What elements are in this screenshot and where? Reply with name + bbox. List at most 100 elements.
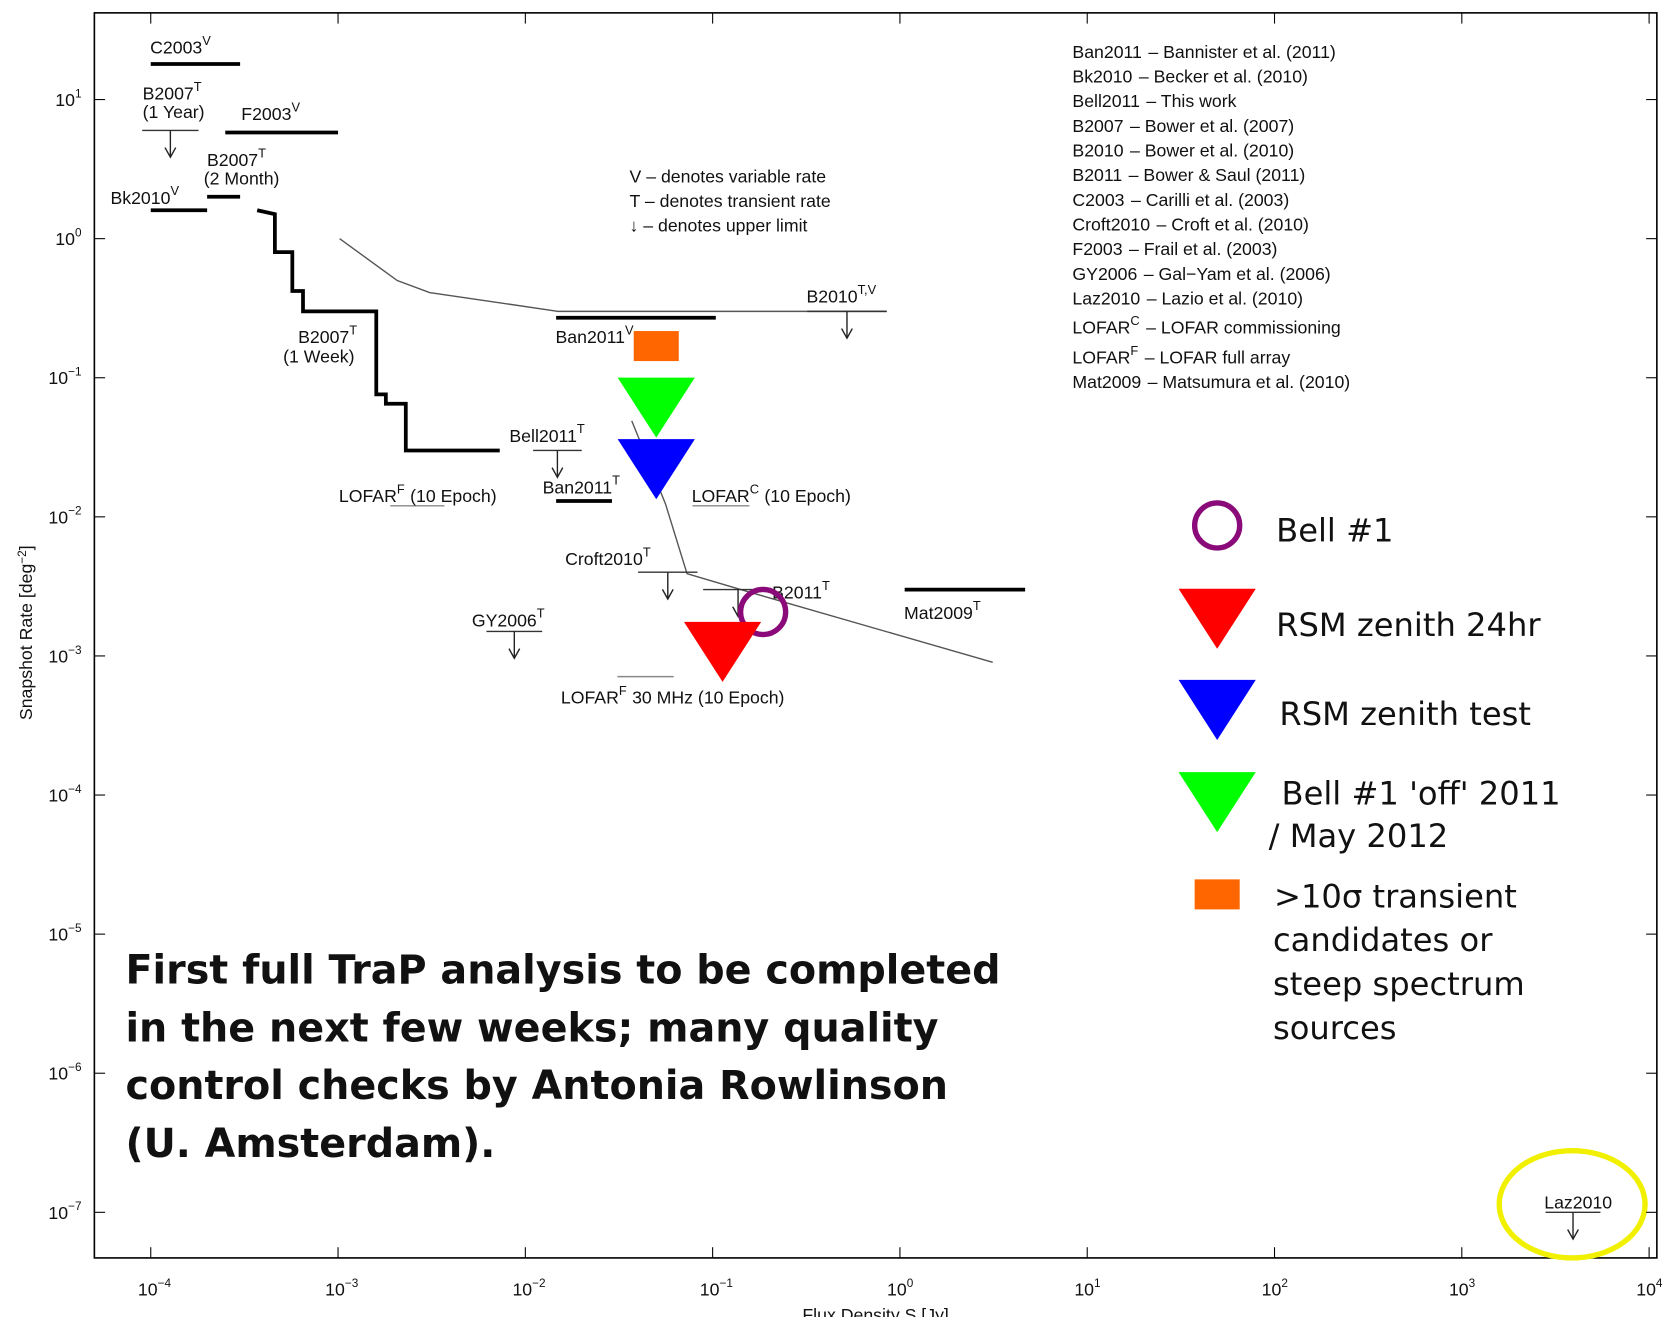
legend-label: >10σ transient <box>1274 877 1517 915</box>
annotation-label: Bell2011T <box>509 421 585 446</box>
y-tick-label: 101 <box>55 87 81 110</box>
label-text: B2007 <box>207 150 258 170</box>
key-abbr: B2010 <box>1072 141 1123 161</box>
key-abbr: Bell2011 <box>1072 91 1140 111</box>
key-entry: LOFARF – LOFAR full array <box>1072 343 1290 368</box>
annotation-text: in the next few weeks; many quality <box>125 1005 938 1051</box>
key-entry: B2007 – Bower et al. (2007) <box>1072 116 1294 136</box>
annotation-label: LOFARF 30 MHz (10 Epoch) <box>561 683 785 708</box>
y-tick-label: 10−2 <box>48 505 81 528</box>
tick-exp: −1 <box>719 1277 732 1290</box>
tick-base: 10 <box>48 1064 68 1084</box>
label-line2: (2 Month) <box>204 168 280 188</box>
key-sup: C <box>1130 313 1139 328</box>
x-tick-label: 101 <box>1074 1277 1100 1300</box>
legend-label: Bell #1 <box>1276 512 1393 550</box>
arrow-head <box>1567 1229 1579 1241</box>
annotation-label: B2010T,V <box>806 282 876 307</box>
arrow-head <box>551 467 564 479</box>
tick-base: 10 <box>48 925 68 945</box>
arrow-head <box>661 589 674 601</box>
key-entry: F2003 – Frail et al. (2003) <box>1072 239 1277 259</box>
annotation-label: Ban2011V <box>556 323 635 348</box>
note: T – denotes transient rate <box>629 191 830 211</box>
tick-base: 10 <box>55 90 75 110</box>
key-text: – Bower et al. (2010) <box>1130 141 1294 161</box>
tick-exp: −7 <box>68 1200 81 1213</box>
key-entry: GY2006 – Gal−Yam et al. (2006) <box>1072 264 1330 284</box>
legend-label: / May 2012 <box>1269 817 1449 855</box>
label-text: Bk2010 <box>110 188 170 208</box>
y-axis-label: Snapshot Rate [deg−2] <box>16 545 36 720</box>
annotation-label: LOFARC (10 Epoch) <box>692 481 851 506</box>
label-text: B2007 <box>143 84 194 104</box>
key-text: – This work <box>1146 91 1236 111</box>
key-abbr: C2003 <box>1072 190 1124 210</box>
key-entry: Ban2011 – Bannister et al. (2011) <box>1072 42 1335 62</box>
marker <box>737 586 789 638</box>
label-text: LOFAR <box>692 486 750 506</box>
annotation-label: C2003V <box>150 33 211 58</box>
label-sup: T <box>822 578 830 593</box>
key-entry: B2010 – Bower et al. (2010) <box>1072 141 1294 161</box>
legend-marker <box>1191 500 1243 551</box>
tick-base: 10 <box>138 1279 158 1299</box>
legend-marker <box>1178 679 1256 740</box>
label-text: Ban2011 <box>556 327 626 347</box>
key-abbr: Bk2010 <box>1072 67 1132 87</box>
key-entry: Laz2010 – Lazio et al. (2010) <box>1072 289 1303 309</box>
key-entry: LOFARC – LOFAR commissioning <box>1072 313 1340 338</box>
label-sup: F <box>619 683 627 698</box>
key-text: – Bannister et al. (2011) <box>1148 42 1335 62</box>
tick-base: 10 <box>48 1203 68 1223</box>
key-text: – Bower et al. (2007) <box>1130 116 1294 136</box>
label-sup: T <box>194 79 202 94</box>
marker <box>633 331 679 362</box>
annotation-label: B2007T <box>207 146 266 171</box>
label-line2: (1 Week) <box>283 346 354 366</box>
tick-exp: −2 <box>68 505 81 518</box>
model-curve <box>631 420 993 663</box>
annotation-label: B2007T <box>298 323 357 348</box>
label-sup: T,V <box>858 282 877 297</box>
y-tick-label: 100 <box>55 227 82 250</box>
label-text: GY2006 <box>472 610 537 630</box>
tick-exp: 3 <box>1469 1277 1476 1290</box>
key-entry: Bell2011 – This work <box>1072 91 1236 111</box>
y-label-text: Snapshot Rate [deg <box>16 564 36 720</box>
key-text: – Croft et al. (2010) <box>1157 215 1309 235</box>
key-entry: Bk2010 – Becker et al. (2010) <box>1072 67 1308 87</box>
tick-exp: 0 <box>75 227 82 240</box>
key-text: – Carilli et al. (2003) <box>1131 190 1289 210</box>
label-rest: (10 Epoch) <box>410 486 497 506</box>
tick-base: 10 <box>48 646 68 666</box>
tick-exp: −6 <box>68 1061 82 1074</box>
tick-exp: 1 <box>75 87 82 100</box>
label-text: C2003 <box>150 38 202 58</box>
y-label-sup: −2 <box>16 550 29 563</box>
annotation-label: Laz2010 <box>1544 1193 1612 1213</box>
tick-base: 10 <box>48 507 68 527</box>
tick-exp: −4 <box>158 1277 172 1290</box>
key-text: – Lazio et al. (2010) <box>1147 289 1303 309</box>
label-sup: V <box>625 323 634 338</box>
label-text: F2003 <box>241 104 291 124</box>
annotation-text: (U. Amsterdam). <box>125 1121 495 1167</box>
plot-frame <box>93 12 1658 1259</box>
label-rest: (10 Epoch) <box>764 486 851 506</box>
legend-label: steep spectrum <box>1273 965 1525 1003</box>
label-sup: T <box>643 545 651 560</box>
tick-exp: 2 <box>1281 1277 1288 1290</box>
legend-label: sources <box>1273 1009 1397 1047</box>
tick-exp: −2 <box>532 1277 545 1290</box>
tick-base: 10 <box>1636 1279 1656 1299</box>
key-abbr: LOFAR <box>1072 318 1130 338</box>
annotation-label: LOFARF (10 Epoch) <box>339 481 497 506</box>
y-tick-label: 10−4 <box>48 783 82 806</box>
label-sup: T <box>537 606 545 621</box>
annotation-label: Mat2009T <box>904 598 981 623</box>
x-tick-label: 10−4 <box>138 1277 172 1300</box>
x-tick-label: 10−1 <box>700 1277 733 1300</box>
tick-base: 10 <box>887 1279 907 1299</box>
label-text: B2011 <box>772 582 822 602</box>
